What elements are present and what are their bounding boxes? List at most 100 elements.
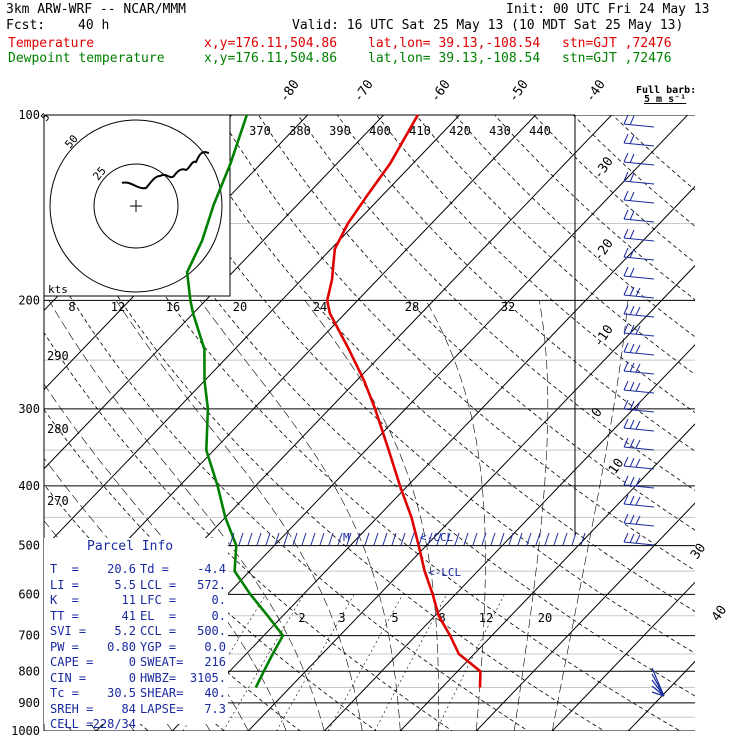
wind-barb — [635, 477, 641, 487]
dry-adiabat — [140, 115, 695, 654]
dewpoint-latlon: lat,lon= 39.13,-108.54 — [368, 51, 541, 66]
wind-barb — [623, 171, 629, 182]
wind-barb — [629, 172, 635, 183]
parcel-field-label: LI = — [50, 577, 79, 592]
parcel-field-value: 11 — [121, 593, 136, 607]
wind-barb — [355, 532, 361, 546]
theta-label: 290 — [47, 349, 69, 363]
theta-label: 410 — [409, 124, 431, 138]
theta-label: 380 — [289, 124, 311, 138]
barb-legend-units: 5 m s⁻¹ — [644, 94, 687, 105]
parcel-field-label: SREH = — [50, 701, 94, 716]
parcel-field-label: TT = — [50, 608, 79, 623]
dry-adiabat — [44, 331, 454, 731]
speed-tick-label: 16 — [166, 300, 180, 314]
wind-barb — [635, 515, 641, 525]
parcel-field-label: CELL = — [50, 717, 94, 731]
isotherm-label: 30 — [688, 541, 709, 562]
wind-barb — [623, 332, 655, 337]
wind-barb — [247, 532, 253, 546]
isotherm-label: 40 — [709, 603, 730, 624]
wind-barb — [346, 532, 352, 546]
wind-barb — [623, 323, 629, 334]
dry-adiabat — [61, 115, 682, 731]
isotherm-label: -80 — [277, 77, 303, 105]
wind-barb — [623, 190, 629, 201]
wind-barb — [623, 380, 629, 391]
wind-barb — [623, 475, 629, 486]
wind-barb — [635, 534, 641, 544]
wind-barb — [623, 465, 655, 470]
wind-barb — [629, 324, 635, 335]
wind-barb — [629, 362, 635, 373]
dry-adiabat — [612, 115, 695, 191]
parcel-field-label: YGP = — [140, 639, 177, 654]
wind-barb — [651, 685, 665, 697]
dewpoint-curve — [185, 114, 285, 689]
parcel-field-value: 7.3 — [204, 701, 226, 716]
wind-barb — [623, 285, 629, 296]
theta-label: 270 — [47, 494, 69, 508]
wind-barb — [623, 399, 629, 410]
wind-barb — [635, 306, 641, 316]
wind-barb — [623, 342, 629, 353]
parcel-field-value: 572. — [197, 577, 226, 592]
speed-tick-label: 12 — [111, 300, 125, 314]
wind-barb — [623, 142, 655, 147]
temperature-xy: x,y=176.11,504.86 — [204, 36, 338, 51]
mixing-ratio-line — [276, 594, 355, 731]
init-time: Init: 00 UTC Fri 24 May 13 — [506, 2, 710, 17]
wind-barb — [623, 256, 655, 261]
wind-barb — [472, 532, 478, 546]
wind-barb — [629, 229, 635, 240]
level-marker: <-LCL — [428, 566, 461, 579]
wind-barb — [517, 532, 523, 546]
wind-barb — [629, 400, 635, 411]
wind-barb — [310, 532, 316, 546]
wind-barb — [635, 287, 641, 297]
wind-barb — [623, 513, 629, 524]
dewpoint-legend-label: Dewpoint temperature — [8, 51, 165, 66]
wind-barb — [256, 532, 262, 546]
wind-barb — [629, 381, 635, 392]
pressure-tick-label: 1000 — [11, 724, 40, 738]
mixing-ratio-label: 5 — [391, 611, 398, 625]
wind-barb — [651, 691, 665, 697]
isotherm-line — [171, 185, 695, 731]
parcel-field-label: HWBZ= — [140, 670, 177, 685]
wind-barb — [580, 532, 586, 546]
wind-barb — [544, 532, 550, 546]
pressure-tick-label: 600 — [18, 587, 40, 601]
pressure-tick-label: 100 — [18, 108, 40, 122]
wind-barb — [629, 153, 635, 164]
parcel-field-label: EL = — [140, 608, 177, 623]
wind-barb — [635, 420, 641, 430]
isotherm-line — [44, 115, 385, 470]
wind-barb — [623, 294, 655, 299]
wind-barb — [635, 325, 641, 335]
parcel-field-value: 5.2 — [114, 624, 136, 638]
speed-tick-label: 24 — [313, 300, 327, 314]
parcel-field-value: 30.5 — [107, 686, 136, 700]
parcel-field-label: K = — [50, 593, 79, 607]
wind-barb — [400, 532, 406, 546]
wind-barb — [535, 532, 541, 546]
wind-barb — [364, 532, 370, 546]
wind-barb — [623, 494, 629, 505]
wind-barb — [635, 401, 641, 411]
wind-barb — [319, 532, 325, 546]
pressure-tick-label: 700 — [18, 629, 40, 643]
wind-barb — [571, 532, 577, 546]
wind-barb — [623, 418, 629, 429]
isotherm-label: -40 — [583, 77, 609, 105]
parcel-field-value: 500. — [197, 624, 226, 638]
wind-barb — [623, 389, 655, 394]
wind-barb — [623, 275, 655, 280]
dry-adiabat — [494, 115, 695, 301]
wind-barb — [623, 161, 655, 166]
parcel-field-label: SHEAR= — [140, 686, 184, 700]
wind-barb — [382, 532, 388, 546]
wind-barb — [337, 532, 343, 546]
